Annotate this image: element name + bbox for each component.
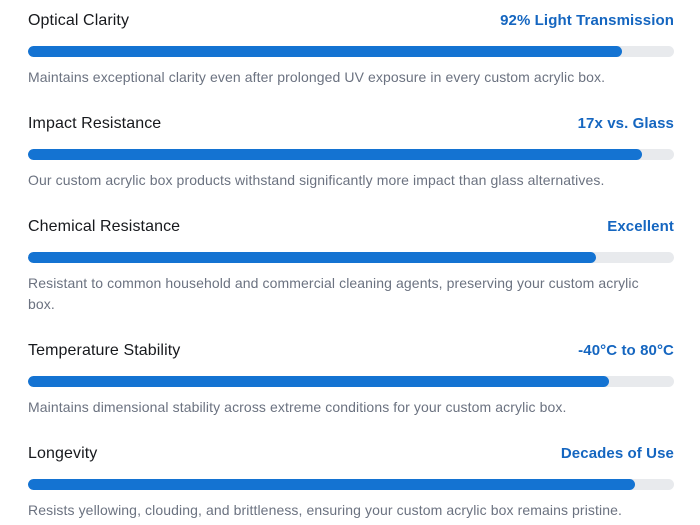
spec-header: Chemical Resistance Excellent [28,218,674,240]
progress-track [28,376,674,387]
progress-fill [28,479,636,490]
progress-fill [28,252,597,263]
spec-list: Optical Clarity 92% Light Transmission M… [28,12,674,521]
spec-value: Excellent [607,218,674,235]
progress-track [28,479,674,490]
spec-header: Optical Clarity 92% Light Transmission [28,12,674,34]
progress-fill [28,376,610,387]
spec-label: Chemical Resistance [28,218,181,235]
spec-label: Impact Resistance [28,115,162,132]
spec-description: Our custom acrylic box products withstan… [28,172,605,188]
spec-section-chemical-resistance: Chemical Resistance Excellent Resistant … [28,218,674,315]
progress-fill [28,149,642,160]
progress-track [28,149,674,160]
spec-value: -40°C to 80°C [578,342,674,359]
spec-value: 92% Light Transmission [500,12,674,29]
spec-description: Resists yellowing, clouding, and brittle… [28,502,622,518]
spec-label: Optical Clarity [28,12,130,29]
spec-section-impact-resistance: Impact Resistance 17x vs. Glass Our cust… [28,115,674,191]
spec-description: Maintains dimensional stability across e… [28,399,567,415]
spec-description: Maintains exceptional clarity even after… [28,69,606,85]
progress-fill [28,46,623,57]
spec-header: Longevity Decades of Use [28,445,674,467]
spec-description: Resistant to common household and commer… [28,275,639,312]
spec-section-temperature-stability: Temperature Stability -40°C to 80°C Main… [28,342,674,418]
spec-section-longevity: Longevity Decades of Use Resists yellowi… [28,445,674,521]
spec-value: 17x vs. Glass [577,115,674,132]
progress-track [28,46,674,57]
spec-label: Temperature Stability [28,342,181,359]
progress-track [28,252,674,263]
spec-value: Decades of Use [560,445,674,462]
spec-header: Impact Resistance 17x vs. Glass [28,115,674,137]
spec-label: Longevity [28,445,98,462]
spec-section-optical-clarity: Optical Clarity 92% Light Transmission M… [28,12,674,88]
spec-header: Temperature Stability -40°C to 80°C [28,342,674,364]
